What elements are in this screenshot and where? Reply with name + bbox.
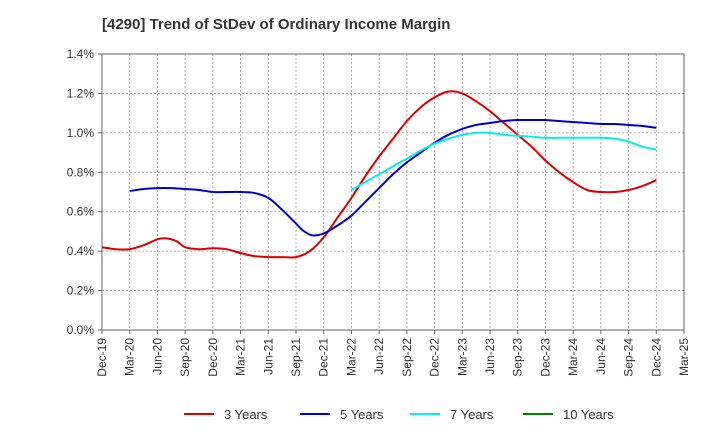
x-tick-label: Mar-23 bbox=[455, 338, 469, 376]
x-tick-label: Jun-21 bbox=[261, 338, 275, 375]
x-tick-label: Mar-24 bbox=[566, 338, 580, 376]
legend: 3 Years 5 Years 7 Years 10 Years bbox=[184, 407, 614, 422]
x-tick-label: Jun-20 bbox=[150, 338, 164, 375]
x-tick-label: Jun-24 bbox=[594, 338, 608, 375]
series-line-3-years bbox=[101, 90, 657, 259]
y-tick-label: 0.8% bbox=[67, 165, 95, 179]
series-line-5-years bbox=[129, 118, 657, 237]
x-tick-label: Dec-23 bbox=[538, 338, 552, 377]
y-axis: 0.0% 0.2% 0.4% 0.6% 0.8% 1.0% 1.2% 1.4% bbox=[67, 47, 102, 337]
x-tick-label: Jun-22 bbox=[372, 338, 386, 375]
x-tick-label: Sep-22 bbox=[400, 338, 414, 377]
x-tick-label: Mar-25 bbox=[677, 338, 691, 376]
y-tick-label: 0.4% bbox=[67, 244, 95, 258]
series-lines bbox=[101, 90, 657, 259]
x-tick-label: Mar-20 bbox=[123, 338, 137, 376]
y-tick-label: 0.2% bbox=[67, 284, 95, 298]
x-tick-label: Dec-22 bbox=[428, 338, 442, 377]
legend-label-10-years: 10 Years bbox=[563, 407, 614, 422]
x-tick-label: Sep-21 bbox=[289, 338, 303, 377]
x-axis: Dec-19 Mar-20 Jun-20 Sep-20 Dec-20 Mar-21 Jun-… bbox=[95, 330, 691, 377]
x-tick-label: Dec-19 bbox=[95, 338, 109, 377]
y-tick-label: 1.2% bbox=[67, 86, 95, 100]
x-tick-label: Mar-22 bbox=[344, 338, 358, 376]
legend-label-5-years: 5 Years bbox=[340, 407, 384, 422]
x-tick-label: Dec-20 bbox=[206, 338, 220, 377]
y-tick-label: 0.6% bbox=[67, 205, 95, 219]
x-tick-label: Sep-23 bbox=[511, 338, 525, 377]
x-tick-label: Dec-24 bbox=[649, 338, 663, 377]
x-tick-label: Sep-24 bbox=[622, 338, 636, 377]
series-line-7-years bbox=[350, 131, 657, 191]
y-tick-label: 1.0% bbox=[67, 126, 95, 140]
legend-label-7-years: 7 Years bbox=[450, 407, 494, 422]
x-tick-label: Mar-21 bbox=[234, 338, 248, 376]
y-tick-label: 0.0% bbox=[67, 323, 95, 337]
x-tick-label: Sep-20 bbox=[178, 338, 192, 377]
legend-label-3-years: 3 Years bbox=[224, 407, 268, 422]
chart-title: [4290] Trend of StDev of Ordinary Income… bbox=[102, 16, 450, 33]
x-tick-label: Jun-23 bbox=[483, 338, 497, 375]
grid bbox=[102, 54, 684, 330]
plot-area bbox=[101, 53, 685, 331]
x-tick-label: Dec-21 bbox=[317, 338, 331, 377]
y-tick-label: 1.4% bbox=[67, 47, 95, 61]
